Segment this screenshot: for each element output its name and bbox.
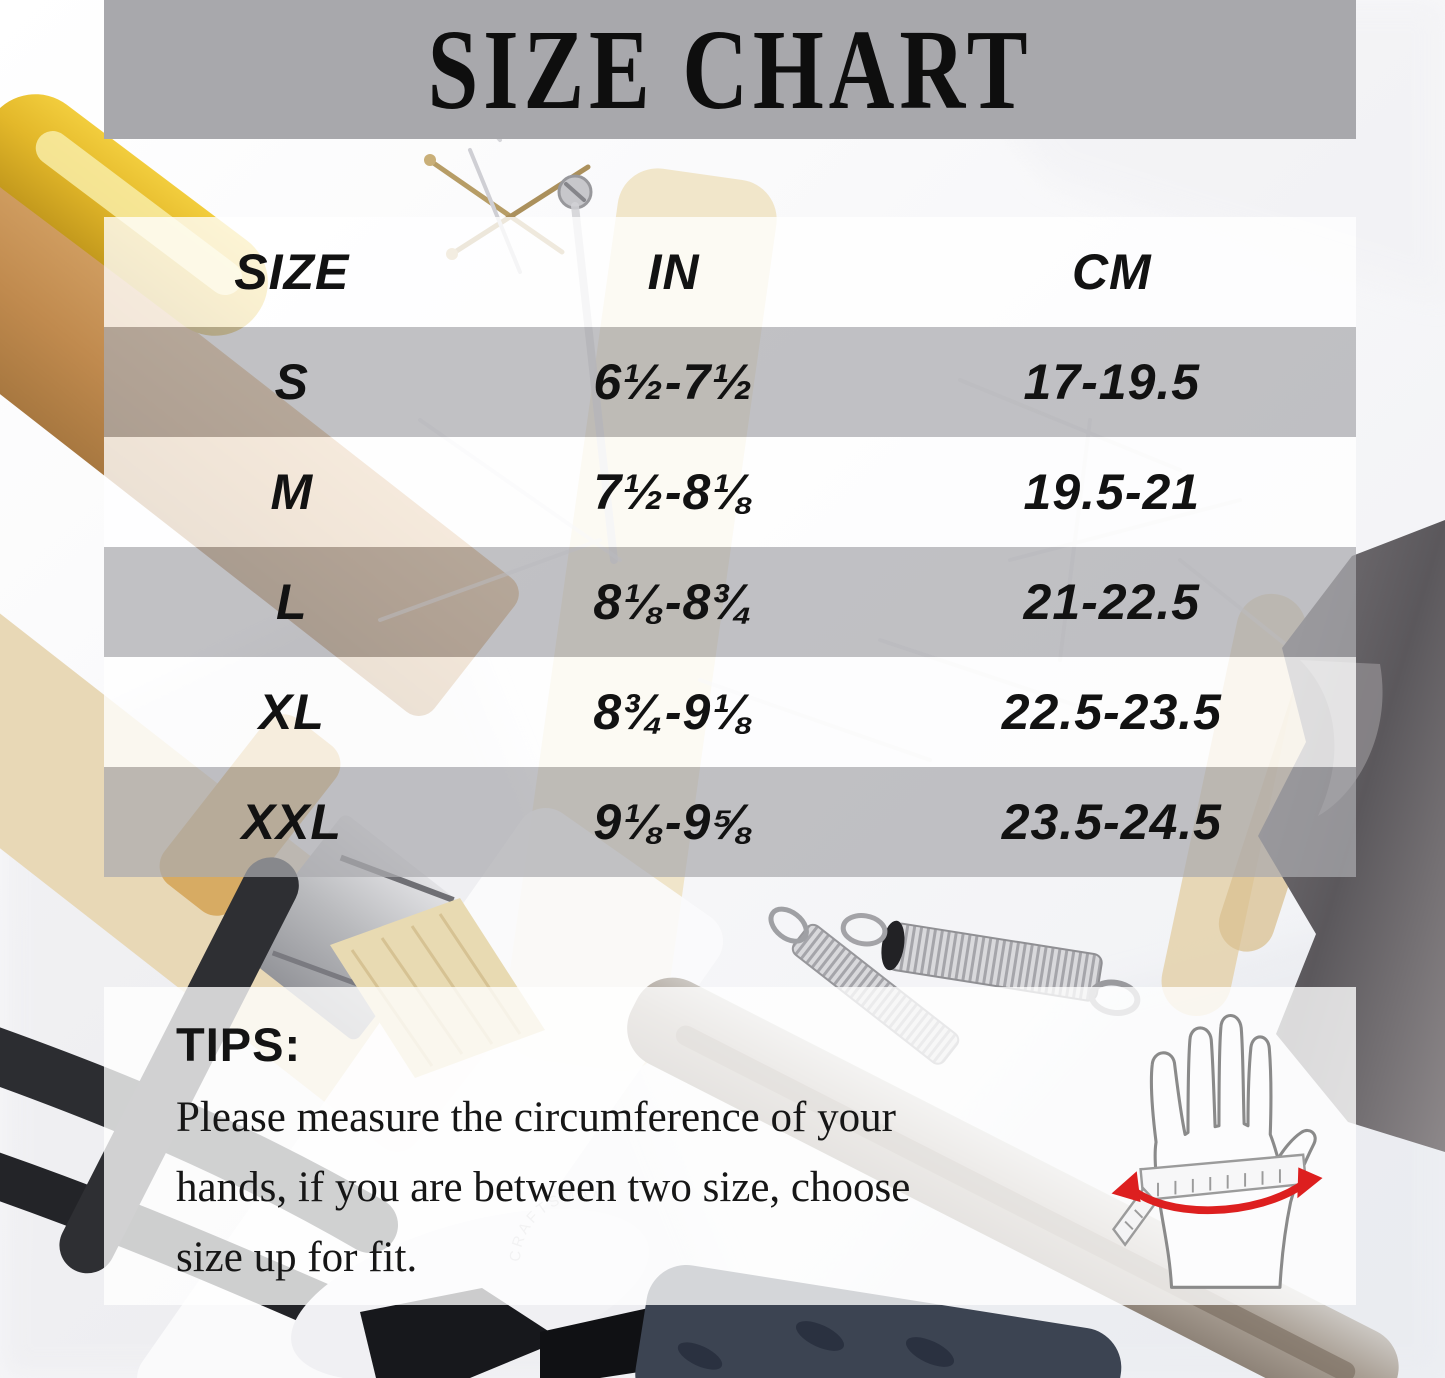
table-row-xxl: XXL 9⅛-9⅝ 23.5-24.5 [104, 767, 1356, 877]
column-header-cm: CM [1071, 244, 1152, 300]
hand-outline [1149, 1013, 1317, 1289]
table-row-xl: XL 8¾-9⅛ 22.5-23.5 [104, 657, 1356, 767]
tape-ticks [1157, 1169, 1281, 1197]
hand-measure-svg [1111, 1013, 1323, 1289]
tips-body: Please measure the circumference of your… [176, 1083, 1136, 1293]
table-row-m: M 7½-8⅛ 19.5-21 [104, 437, 1356, 547]
cm-cell: 21-22.5 [1023, 574, 1201, 630]
tips-line: Please measure the circumference of your [176, 1094, 896, 1141]
cm-cell: 23.5-24.5 [1001, 794, 1222, 850]
page-title: SIZE CHART [427, 6, 1033, 133]
cm-cell: 22.5-23.5 [1001, 684, 1222, 740]
hand-measure-icon [1098, 997, 1338, 1297]
tips-line: size up for fit. [176, 1234, 418, 1281]
inches-cell: 8¾-9⅛ [593, 684, 754, 740]
size-cell: XL [258, 684, 325, 740]
inches-cell: 6½-7½ [593, 354, 754, 410]
arrow-head-left [1111, 1171, 1141, 1203]
size-cell: M [270, 464, 314, 520]
inches-cell: 8⅛-8¾ [593, 574, 754, 630]
size-cell: L [276, 574, 308, 630]
title-bar: SIZE CHART [104, 0, 1356, 139]
measure-arrow-arc [1125, 1178, 1309, 1215]
size-cell: XXL [241, 794, 342, 850]
inches-cell: 9⅛-9⅝ [593, 794, 754, 850]
size-cell: S [274, 354, 309, 410]
arrow-head-right [1297, 1167, 1323, 1199]
table-header-row: SIZE IN CM [104, 217, 1356, 327]
column-header-size: SIZE [234, 244, 350, 300]
tape-tail-ticks [1124, 1209, 1144, 1230]
table-row-l: L 8⅛-8¾ 21-22.5 [104, 547, 1356, 657]
table-row-s: S 6½-7½ 17-19.5 [104, 327, 1356, 437]
cm-cell: 17-19.5 [1023, 354, 1201, 410]
tips-panel: TIPS: Please measure the circumference o… [104, 987, 1356, 1305]
tips-line: hands, if you are between two size, choo… [176, 1164, 911, 1211]
cm-cell: 19.5-21 [1023, 464, 1201, 520]
tips-title: TIPS: [176, 1018, 302, 1071]
inches-cell: 7½-8⅛ [593, 464, 754, 520]
column-header-in: IN [647, 244, 700, 300]
size-table: SIZE IN CM S 6½-7½ 17-19.5 M 7½-8⅛ 19.5-… [104, 217, 1356, 877]
